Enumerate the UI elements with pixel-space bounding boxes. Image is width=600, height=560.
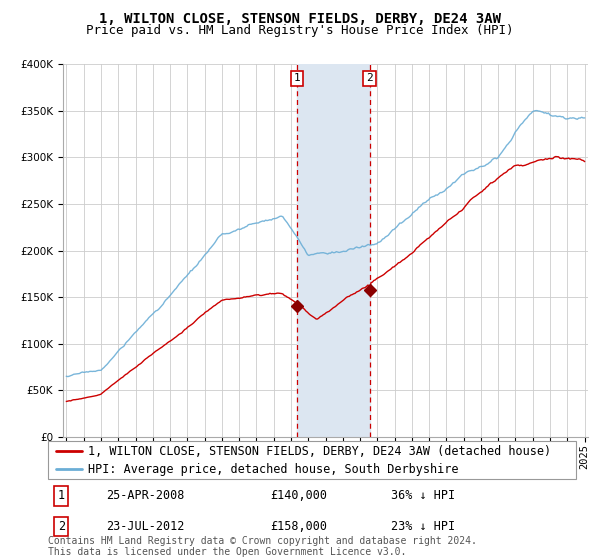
FancyBboxPatch shape	[48, 441, 576, 479]
Text: Price paid vs. HM Land Registry's House Price Index (HPI): Price paid vs. HM Land Registry's House …	[86, 24, 514, 37]
Text: 1, WILTON CLOSE, STENSON FIELDS, DERBY, DE24 3AW: 1, WILTON CLOSE, STENSON FIELDS, DERBY, …	[99, 12, 501, 26]
Text: 1: 1	[293, 73, 300, 83]
Bar	[296, 64, 370, 437]
Text: 23% ↓ HPI: 23% ↓ HPI	[391, 520, 455, 533]
Text: £158,000: £158,000	[270, 520, 327, 533]
Text: 1: 1	[58, 489, 65, 502]
Text: 25-APR-2008: 25-APR-2008	[106, 489, 184, 502]
Text: £140,000: £140,000	[270, 489, 327, 502]
Text: 2: 2	[58, 520, 65, 533]
Text: 2: 2	[366, 73, 373, 83]
Text: Contains HM Land Registry data © Crown copyright and database right 2024.
This d: Contains HM Land Registry data © Crown c…	[48, 535, 477, 557]
Text: 36% ↓ HPI: 36% ↓ HPI	[391, 489, 455, 502]
Text: 1, WILTON CLOSE, STENSON FIELDS, DERBY, DE24 3AW (detached house): 1, WILTON CLOSE, STENSON FIELDS, DERBY, …	[88, 445, 551, 458]
Text: HPI: Average price, detached house, South Derbyshire: HPI: Average price, detached house, Sout…	[88, 463, 458, 476]
Text: 23-JUL-2012: 23-JUL-2012	[106, 520, 184, 533]
